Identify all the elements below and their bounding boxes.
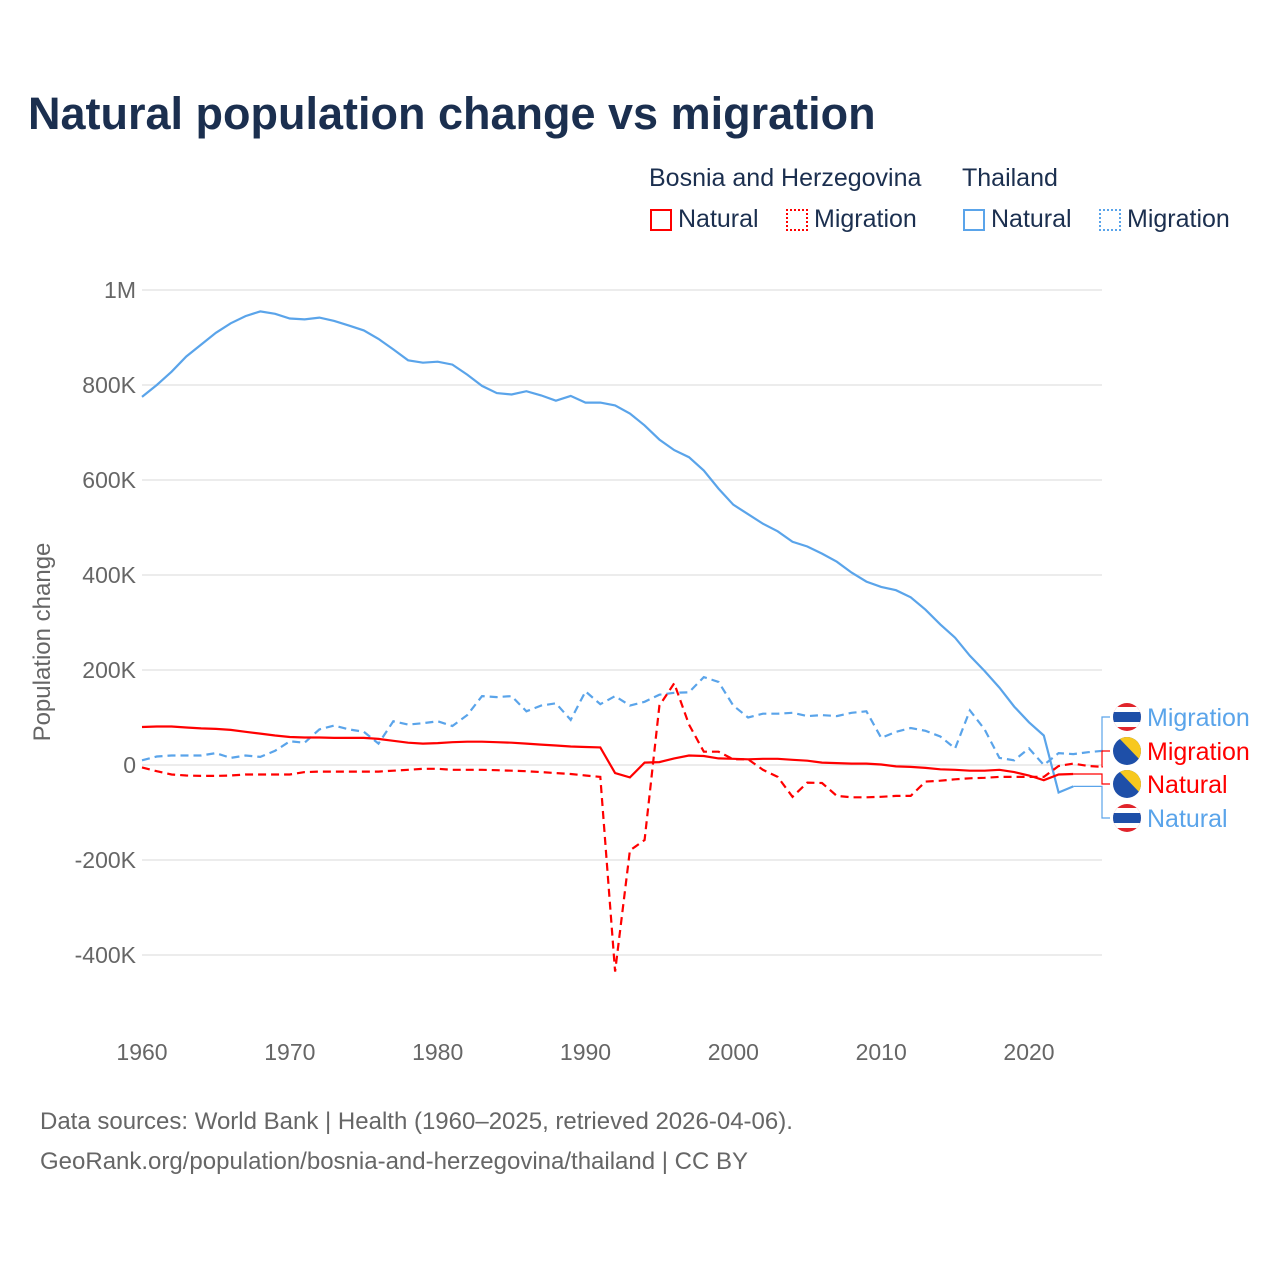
- thailand-flag-icon: [1113, 703, 1141, 731]
- legend-group-thailand: Thailand: [962, 164, 1058, 192]
- legend-tha-migration[interactable]: Migration: [1099, 205, 1230, 234]
- legend-bih-natural[interactable]: Natural: [650, 205, 759, 234]
- y-tick-label: 800K: [82, 372, 136, 398]
- legend-swatch: [1099, 208, 1121, 231]
- y-tick-label: 200K: [82, 657, 136, 683]
- label-connector: [1101, 750, 1110, 768]
- label-connector: [1073, 773, 1110, 785]
- series-line-1[interactable]: [141, 675, 1104, 767]
- y-tick-label: -400K: [75, 942, 137, 968]
- legend-label: Natural: [991, 205, 1072, 233]
- legend-swatch: [650, 208, 672, 231]
- legend-tha-natural[interactable]: Natural: [963, 205, 1072, 234]
- end-label: Natural: [1147, 805, 1228, 833]
- x-tick-label: 2000: [708, 1039, 759, 1065]
- legend-label: Migration: [1127, 205, 1230, 233]
- series-line-3[interactable]: [141, 680, 1103, 972]
- legend-label: Migration: [814, 205, 917, 233]
- source-note: Data sources: World Bank | Health (1960–…: [40, 1108, 793, 1135]
- legend-label: Natural: [678, 205, 759, 233]
- y-axis-label: Population change: [29, 543, 56, 742]
- y-tick-label: -200K: [75, 847, 137, 873]
- y-tick-label: 0: [123, 752, 136, 778]
- x-tick-label: 2010: [856, 1039, 907, 1065]
- y-tick-label: 1M: [104, 277, 136, 303]
- x-tick-label: 1960: [116, 1039, 167, 1065]
- x-tick-label: 1980: [412, 1039, 463, 1065]
- chart-title: Natural population change vs migration: [28, 88, 876, 139]
- legend-bih-migration[interactable]: Migration: [786, 205, 917, 234]
- end-label: Migration: [1147, 704, 1250, 732]
- bosnia-flag-icon: [1113, 770, 1141, 798]
- legend-swatch: [786, 208, 808, 231]
- bosnia-flag-icon: [1113, 737, 1141, 765]
- y-tick-label: 600K: [82, 467, 136, 493]
- end-label: Migration: [1147, 738, 1250, 766]
- series-line-0[interactable]: [141, 310, 1074, 795]
- x-tick-label: 2020: [1003, 1039, 1054, 1065]
- y-tick-label: 400K: [82, 562, 136, 588]
- legend-swatch: [963, 208, 985, 231]
- source-link[interactable]: GeoRank.org/population/bosnia-and-herzeg…: [40, 1148, 749, 1175]
- series-line-2[interactable]: [141, 725, 1074, 782]
- label-connector: [1073, 785, 1110, 819]
- x-tick-label: 1970: [264, 1039, 315, 1065]
- label-connector: [1101, 716, 1110, 752]
- legend-group-bosnia: Bosnia and Herzegovina: [649, 164, 922, 192]
- thailand-flag-icon: [1113, 804, 1141, 832]
- x-tick-label: 1990: [560, 1039, 611, 1065]
- end-label: Natural: [1147, 771, 1228, 799]
